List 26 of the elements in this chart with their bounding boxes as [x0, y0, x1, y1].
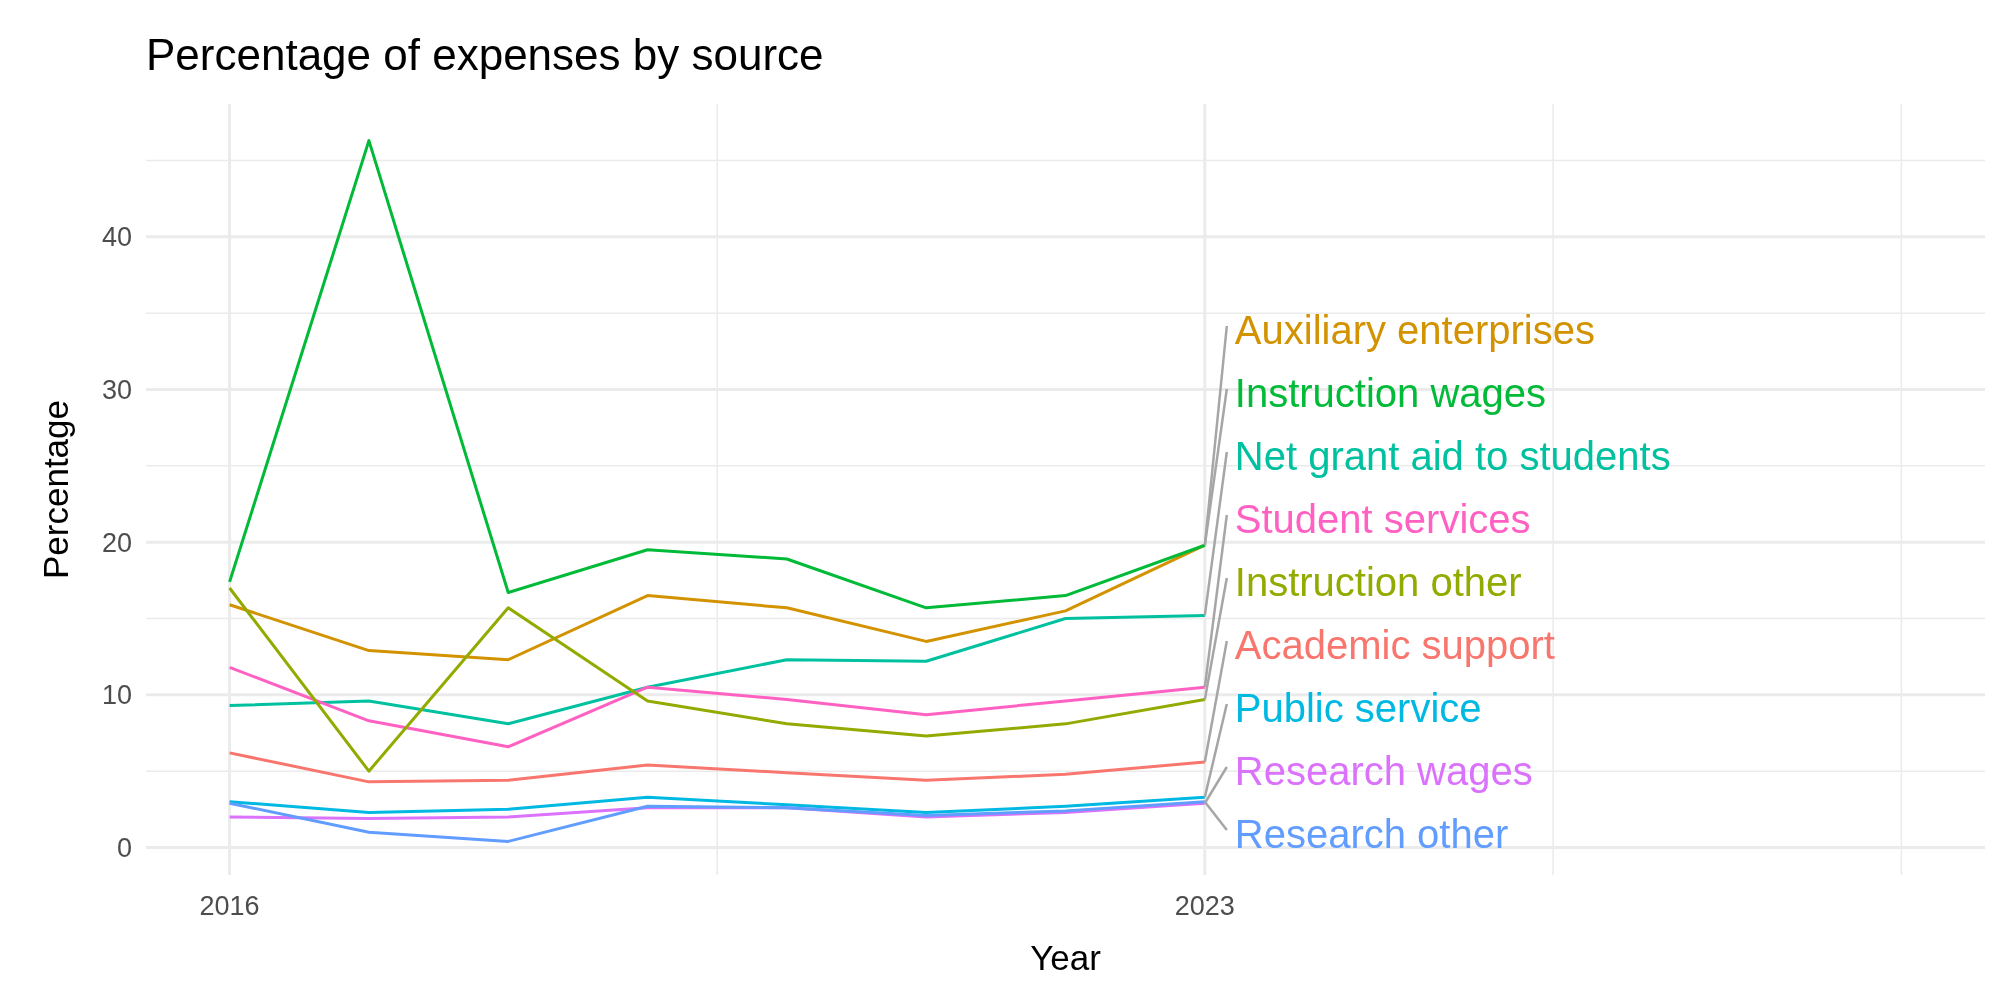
y-tick-label: 0 [116, 832, 132, 863]
x-tick-label: 2023 [1174, 891, 1235, 921]
line-series [228, 751, 1207, 784]
chart-title: Percentage of expenses by source [146, 30, 824, 79]
line-series [228, 586, 1207, 773]
text: Student services [1234, 497, 1531, 541]
line-series [228, 800, 1207, 843]
line-series [228, 665, 1207, 749]
y-tick-label: 10 [101, 680, 132, 711]
y-tick-label: 30 [101, 374, 132, 405]
text: Academic support [1234, 623, 1555, 667]
x-tick-label: 2016 [199, 891, 260, 921]
line-series [228, 795, 1207, 814]
series-label: Research wages [1234, 749, 1533, 793]
text: Instruction other [1234, 560, 1522, 604]
y-tick-label: 40 [101, 222, 132, 253]
y-axis-title: Percentage [36, 399, 75, 580]
line-series [228, 613, 1207, 726]
y-tick-label: 20 [101, 527, 132, 558]
text: Net grant aid to students [1234, 434, 1671, 478]
text: Auxiliary enterprises [1234, 308, 1595, 352]
series-label: Public service [1234, 686, 1482, 730]
series-label: Research other [1234, 812, 1509, 856]
x-axis-title: Year [1030, 938, 1102, 977]
text: Instruction wages [1234, 371, 1547, 415]
line-series [228, 139, 1207, 610]
